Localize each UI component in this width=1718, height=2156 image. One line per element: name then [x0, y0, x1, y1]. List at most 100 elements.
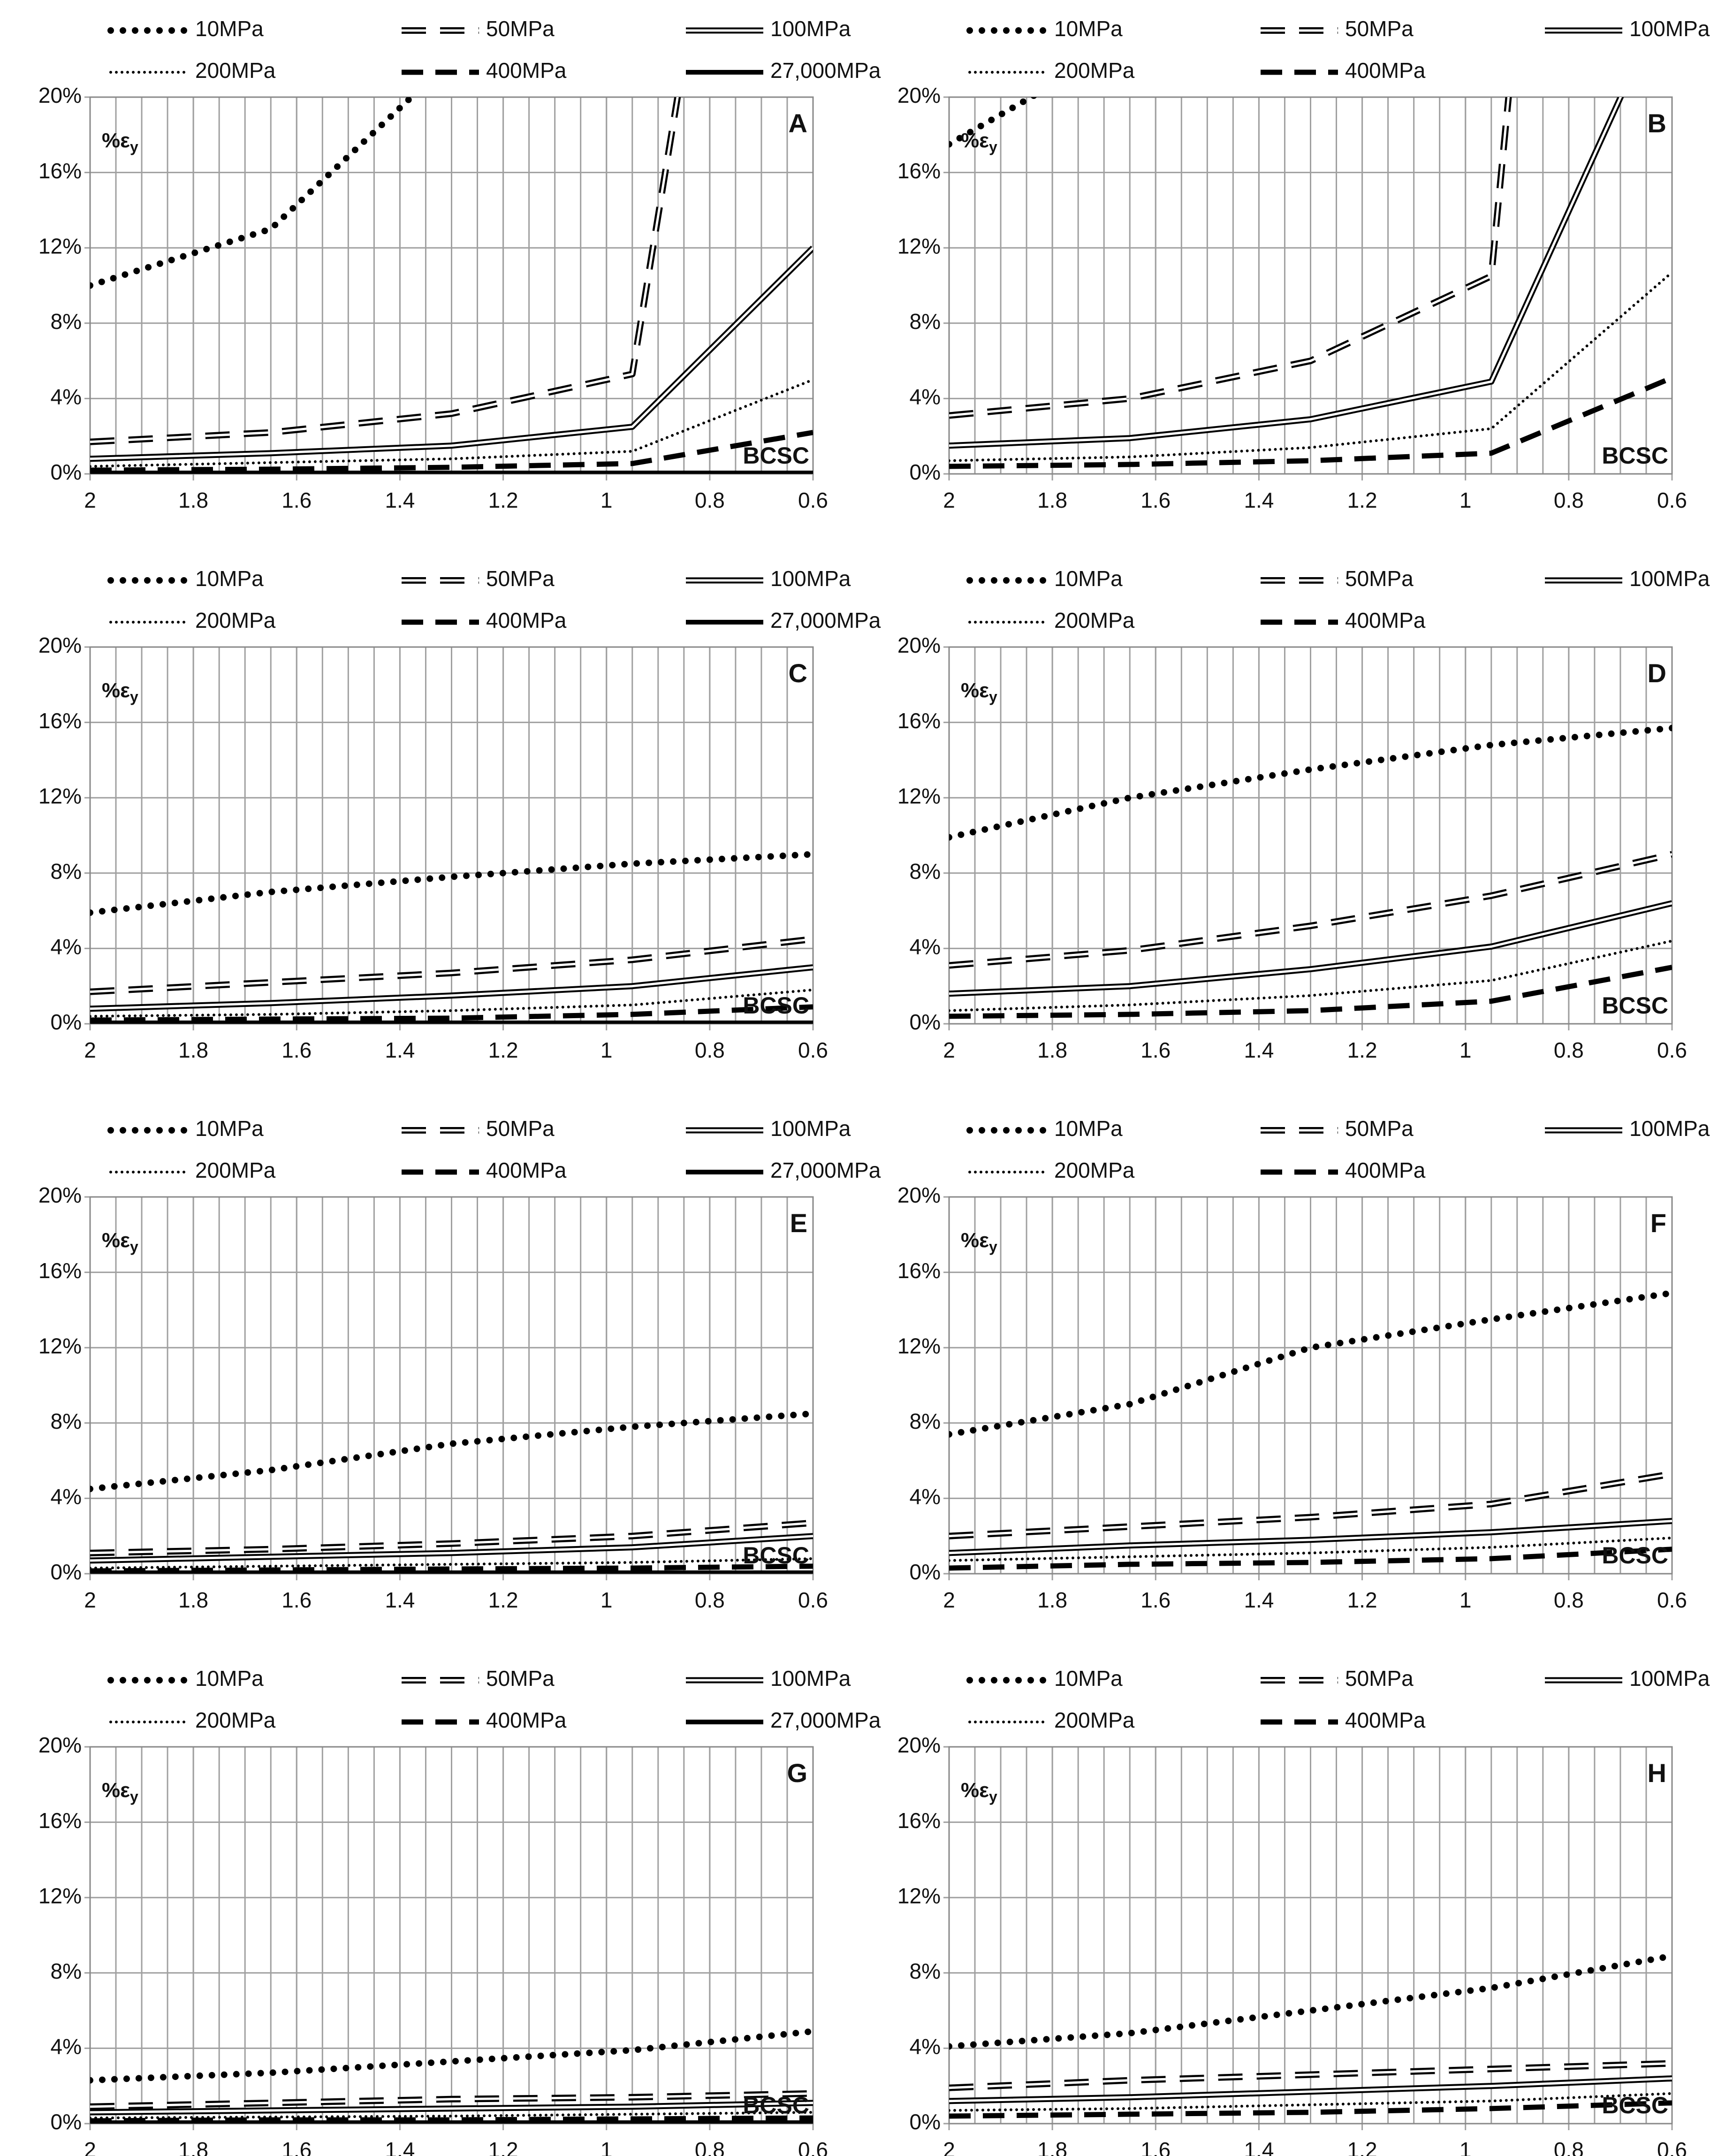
x-tick-label: 1.4	[1244, 1038, 1274, 1062]
x-tick-label: 0.6	[798, 1038, 828, 1062]
x-tick-label: 1.6	[1140, 488, 1171, 512]
series-line	[90, 2028, 813, 2084]
plot-area	[90, 851, 813, 1024]
plot-frame	[948, 1746, 1673, 2125]
y-tick-label: 4%	[910, 2034, 941, 2059]
y-tick-label: 20%	[897, 1183, 941, 1207]
y-tick-label: 4%	[51, 1485, 82, 1509]
y-tick-label: 4%	[910, 1485, 941, 1509]
x-tick-label: 0.8	[1554, 1038, 1584, 1062]
series-line	[949, 2092, 1672, 2112]
y-axis-label-main: %ε	[961, 1779, 989, 1802]
y-axis-label-sub: y	[989, 1238, 997, 1255]
x-tick-label: 2	[84, 1588, 96, 1612]
legend-label: 50MPa	[1345, 1666, 1414, 1691]
y-tick-label: 16%	[897, 709, 941, 733]
plot-frame	[948, 96, 1673, 475]
y-tick-label: 8%	[51, 309, 82, 334]
x-tick-label: 1	[601, 2138, 613, 2156]
x-tick-label: 0.6	[1657, 488, 1687, 512]
series-line	[949, 375, 1672, 469]
annotation: BCSC	[743, 992, 809, 1019]
plot-area	[949, 97, 1672, 469]
plot-area	[949, 1289, 1672, 1571]
legend-label: 100MPa	[770, 1666, 851, 1691]
legend-label: 400MPa	[486, 608, 567, 632]
x-tick-label: 1.6	[281, 1588, 312, 1612]
annotation: BCSC	[743, 442, 809, 469]
y-tick-label: 4%	[910, 385, 941, 409]
x-tick-label: 1.8	[1037, 1038, 1067, 1062]
x-tick-label: 1.8	[178, 488, 208, 512]
series-line	[949, 965, 1672, 1019]
y-tick-label: 20%	[38, 633, 82, 657]
x-tick-label: 1.6	[281, 488, 312, 512]
y-axis-label-main: %ε	[961, 1229, 989, 1252]
line-inner	[90, 937, 813, 993]
line-inner	[949, 902, 1672, 995]
y-tick-label: 16%	[897, 1258, 941, 1283]
x-tick-label: 0.6	[798, 2138, 828, 2156]
panel: 10MPa 50MPa 100MPa 200MPa 400MPa 27,000MPa 2 1.…	[38, 1116, 881, 1612]
x-tick-label: 0.8	[1554, 2138, 1584, 2156]
x-tick-label: 1.8	[178, 2138, 208, 2156]
x-tick-label: 1.6	[1140, 1588, 1171, 1612]
y-tick-label: 16%	[38, 1808, 82, 1833]
legend-label: 100MPa	[770, 1116, 851, 1141]
x-tick-label: 2	[943, 488, 955, 512]
x-tick-label: 1	[1460, 1038, 1472, 1062]
legend-label: 50MPa	[1345, 16, 1414, 41]
y-tick-label: 20%	[897, 633, 941, 657]
y-axis-label-sub: y	[130, 688, 138, 705]
y-tick-label: 16%	[897, 159, 941, 183]
legend-label: 10MPa	[1054, 1116, 1123, 1141]
y-axis-label-sub: y	[989, 1788, 997, 1805]
y-tick-label: 4%	[51, 2034, 82, 2059]
x-tick-label: 1.2	[488, 2138, 518, 2156]
series-line	[949, 2100, 1672, 2119]
legend-label: 50MPa	[486, 1116, 555, 1141]
legend-label: 400MPa	[486, 1158, 567, 1182]
x-tick-label: 1.2	[1347, 2138, 1377, 2156]
y-tick-label: 4%	[910, 935, 941, 959]
legend-label: 27,000MPa	[770, 1158, 881, 1182]
y-axis-label-main: %ε	[102, 1779, 130, 1802]
y-axis-label-main: %ε	[102, 1229, 130, 1252]
plot-area	[949, 1952, 1672, 2119]
y-tick-label: 0%	[51, 2110, 82, 2134]
x-tick-label: 0.6	[798, 1588, 828, 1612]
line-inner	[90, 97, 679, 443]
y-axis-label: %εy	[102, 679, 138, 706]
x-tick-label: 1.4	[1244, 1588, 1274, 1612]
y-axis-label-main: %ε	[102, 129, 130, 152]
legend-label: 10MPa	[195, 566, 264, 591]
legend-label: 50MPa	[1345, 566, 1414, 591]
line-inner	[90, 247, 813, 460]
x-tick-label: 1.4	[1244, 488, 1274, 512]
legend-label: 400MPa	[486, 1708, 567, 1732]
legend-label: 10MPa	[1054, 1666, 1123, 1691]
legend-label: 100MPa	[770, 16, 851, 41]
y-tick-label: 20%	[38, 1183, 82, 1207]
x-tick-label: 1.4	[385, 1588, 415, 1612]
x-tick-label: 0.8	[695, 1038, 725, 1062]
y-tick-label: 8%	[910, 1409, 941, 1433]
panel: 10MPa 50MPa 100MPa 200MPa 400MPa 2 1.8 1.6 1.4 1.…	[897, 566, 1710, 1062]
y-axis-label-main: %ε	[961, 129, 989, 152]
y-tick-label: 0%	[910, 1560, 941, 1584]
x-tick-label: 1	[601, 1588, 613, 1612]
series-line	[949, 1952, 1672, 2050]
y-tick-label: 16%	[38, 709, 82, 733]
series-line	[90, 430, 813, 473]
legend-label: 27,000MPa	[770, 1708, 881, 1732]
legend-label: 10MPa	[1054, 16, 1123, 41]
y-axis-label: %εy	[961, 679, 997, 706]
y-axis-label: %εy	[961, 129, 997, 156]
y-tick-label: 20%	[897, 83, 941, 107]
legend-label: 200MPa	[1054, 608, 1135, 632]
legend-label: 100MPa	[1629, 566, 1710, 591]
legend-label: 400MPa	[1345, 1158, 1426, 1182]
panel-label: C	[789, 658, 807, 688]
panel: 10MPa 50MPa 100MPa 200MPa 400MPa 27,000MPa 2 1.…	[38, 16, 881, 512]
y-axis-label-sub: y	[130, 1788, 138, 1805]
